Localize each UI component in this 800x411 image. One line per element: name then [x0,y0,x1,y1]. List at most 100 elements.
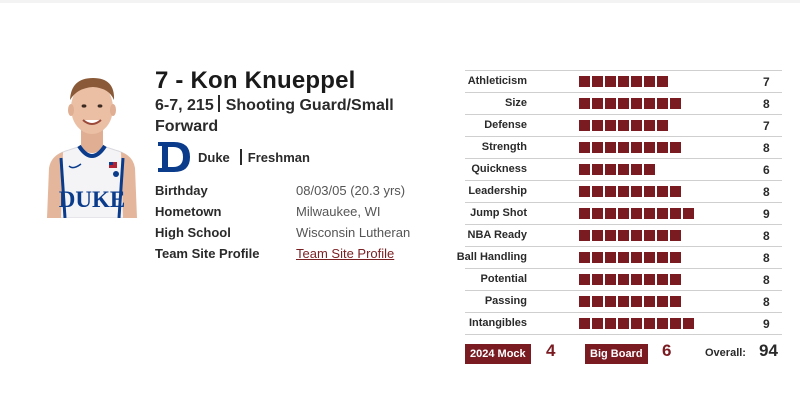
duke-d-logo-icon[interactable] [156,140,192,174]
rating-bar [579,142,683,153]
rating-segment [644,98,655,109]
rating-segment [592,230,603,241]
rating-segment [657,208,668,219]
rating-segment [618,208,629,219]
team-row: Duke Freshman [156,140,310,174]
player-meta: 6-7, 215 Shooting Guard/Small Forward [155,95,415,137]
team-site-profile-link[interactable]: Team Site Profile [296,246,395,261]
rating-segment [657,120,668,131]
rating-bar [579,230,683,241]
overall-score: 94 [759,341,778,360]
rating-row: Potential 8 [465,269,782,291]
rating-segment [657,274,668,285]
rating-label: Leadership [468,185,527,197]
rating-segment [579,208,590,219]
rating-segment [605,76,616,87]
rating-value: 8 [763,141,770,155]
rating-row: Leadership 8 [465,181,782,203]
rating-segment [644,296,655,307]
rating-segment [670,252,681,263]
rating-row: Ball Handling 8 [457,247,782,269]
rating-label: Defense [484,119,527,131]
rating-value: 8 [763,251,770,265]
rating-segment [631,252,642,263]
rating-segment [618,230,629,241]
rating-segment [605,318,616,329]
rating-label: Quickness [471,163,527,175]
rating-segment [657,186,668,197]
rating-segment [618,76,629,87]
rating-segment [579,164,590,175]
rating-segment [644,274,655,285]
rating-segment [644,252,655,263]
rating-segment [618,98,629,109]
rating-segment [631,98,642,109]
rating-value: 7 [763,119,770,133]
rating-bar [579,98,683,109]
rating-segment [631,186,642,197]
rating-segment [618,120,629,131]
rating-segment [579,296,590,307]
rating-label: NBA Ready [467,229,528,241]
rating-segment [683,318,694,329]
rating-segment [631,76,642,87]
rating-segment [644,230,655,241]
rating-bar [579,274,683,285]
rating-segment [605,296,616,307]
rating-row: Passing 8 [465,291,782,313]
info-label: Hometown [155,204,222,219]
rating-segment [618,186,629,197]
rating-segment [579,318,590,329]
rating-bar [579,164,657,175]
team-name[interactable]: Duke [198,149,230,165]
rating-value: 8 [763,97,770,111]
rating-segment [592,164,603,175]
player-position: Shooting Guard/Small Forward [155,97,394,135]
rating-segment [618,274,629,285]
rating-bar [579,76,670,87]
rating-segment [657,76,668,87]
big-board-rank: 6 [662,341,672,360]
rating-segment [579,76,590,87]
rating-value: 8 [763,295,770,309]
rating-segment [644,318,655,329]
rating-row: Defense 7 [465,115,782,137]
rating-segment [670,274,681,285]
rating-value: 8 [763,229,770,243]
meta-divider [217,95,220,112]
rating-segment [631,120,642,131]
rating-segment [605,164,616,175]
rating-bar [579,120,670,131]
info-value: Wisconsin Lutheran [296,225,411,240]
rating-segment [579,142,590,153]
rating-segment [644,76,655,87]
rating-row: Jump Shot 9 [465,203,782,225]
rating-bar [579,208,696,219]
rating-segment [618,164,629,175]
rating-bar [579,296,683,307]
rating-segment [657,98,668,109]
rating-segment [644,186,655,197]
rating-segment [579,98,590,109]
rating-segment [631,230,642,241]
rating-row: Quickness 6 [465,159,782,181]
rating-segment [592,252,603,263]
rating-label: Athleticism [467,75,527,87]
rating-segment [605,274,616,285]
rating-label: Ball Handling [456,251,527,263]
rating-value: 9 [763,317,770,331]
rating-segment [631,296,642,307]
rating-segment [605,142,616,153]
big-board-badge: Big Board [585,344,648,364]
rating-segment [644,164,655,175]
rating-label: Strength [481,141,527,153]
rating-label: Potential [480,273,527,285]
mock-draft-rank: 4 [546,341,556,360]
rating-segment [657,296,668,307]
rating-bar [579,186,683,197]
rating-segment [644,120,655,131]
rating-segment [631,274,642,285]
rankings-footer: 2024 Mock 4 Big Board 6 Overall: 94 [465,341,785,365]
rating-segment [631,142,642,153]
rating-bar [579,252,683,263]
